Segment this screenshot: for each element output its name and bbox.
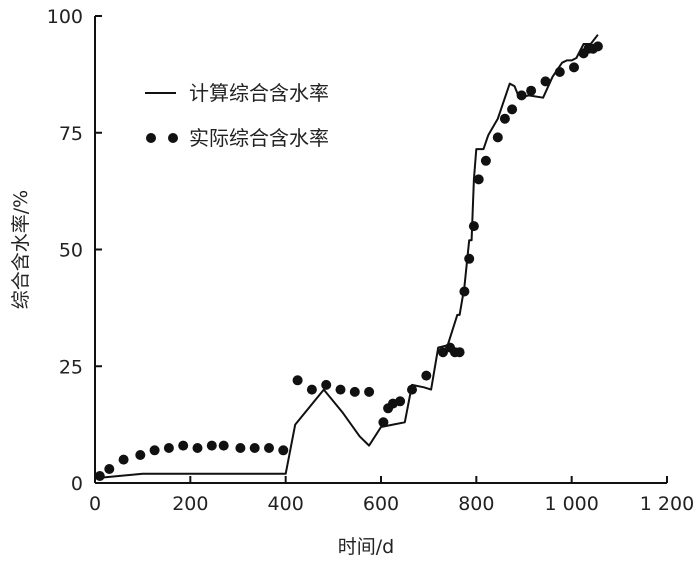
data-point-actual xyxy=(378,417,389,428)
x-axis-title: 时间/d xyxy=(338,536,394,558)
data-point-actual xyxy=(104,464,115,474)
y-tick-label: 100 xyxy=(47,6,83,28)
data-point-actual xyxy=(492,132,503,143)
data-point-actual xyxy=(569,62,579,73)
data-point-actual xyxy=(218,440,229,451)
data-point-actual xyxy=(364,386,375,397)
data-point-actual xyxy=(473,174,484,185)
legend-swatch-actual-dot xyxy=(146,133,156,143)
data-point-actual xyxy=(235,443,246,453)
legend-swatch-actual-dot xyxy=(168,133,178,143)
data-point-actual xyxy=(468,221,479,232)
data-point-actual xyxy=(135,450,146,460)
legend: 计算综合含水率 实际综合含水率 xyxy=(145,81,329,150)
plot-area: 0 200 400 600 800 1 000 1 200 0 25 50 75 100 xyxy=(47,6,694,515)
series-line-calculated xyxy=(94,34,599,480)
data-point-actual xyxy=(454,347,465,358)
data-point-actual xyxy=(149,445,160,456)
data-point-actual xyxy=(438,347,448,358)
series-layer xyxy=(94,34,603,481)
data-point-actual xyxy=(554,67,565,77)
data-point-actual xyxy=(507,104,518,115)
y-ticks: 0 25 50 75 100 xyxy=(47,6,102,495)
x-tick-label: 1 200 xyxy=(640,493,694,515)
data-point-actual xyxy=(278,445,289,456)
data-point-actual xyxy=(407,384,417,395)
x-tick-label: 400 xyxy=(268,493,304,515)
data-point-actual xyxy=(335,384,346,395)
data-point-actual xyxy=(459,286,470,297)
data-point-actual xyxy=(321,379,332,390)
data-point-actual xyxy=(526,85,537,96)
legend-label-actual: 实际综合含水率 xyxy=(189,126,329,150)
data-point-actual xyxy=(464,253,475,264)
y-tick-label: 25 xyxy=(59,356,83,378)
x-tick-label: 600 xyxy=(363,493,399,515)
data-point-actual xyxy=(292,375,303,386)
data-point-actual xyxy=(94,471,105,481)
data-point-actual xyxy=(249,443,260,453)
data-point-actual xyxy=(499,113,510,124)
x-ticks: 0 200 400 600 800 1 000 1 200 xyxy=(89,476,694,515)
data-point-actual xyxy=(178,440,189,451)
data-point-actual xyxy=(592,41,603,52)
data-point-actual xyxy=(516,90,527,101)
data-point-actual xyxy=(540,76,551,87)
x-tick-label: 800 xyxy=(458,493,494,515)
data-point-actual xyxy=(192,443,203,453)
data-point-actual xyxy=(421,370,432,381)
y-axis-title: 综合含水率/% xyxy=(10,190,32,309)
data-point-actual xyxy=(264,443,274,453)
x-tick-label: 0 xyxy=(89,493,101,515)
y-tick-label: 75 xyxy=(59,123,83,145)
data-point-actual xyxy=(206,440,217,451)
x-tick-label: 1 000 xyxy=(544,493,598,515)
data-point-actual xyxy=(306,384,317,395)
y-tick-label: 50 xyxy=(59,240,83,262)
data-point-actual xyxy=(349,386,360,397)
y-tick-label: 0 xyxy=(71,473,83,495)
legend-label-calculated: 计算综合含水率 xyxy=(189,81,329,105)
data-point-actual xyxy=(163,443,174,453)
x-tick-label: 200 xyxy=(172,493,208,515)
data-point-actual xyxy=(480,155,491,166)
data-point-actual xyxy=(395,396,406,407)
data-point-actual xyxy=(118,454,129,465)
